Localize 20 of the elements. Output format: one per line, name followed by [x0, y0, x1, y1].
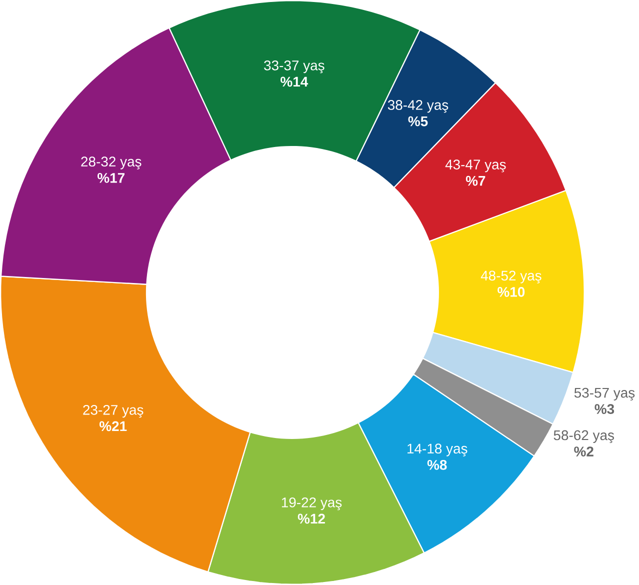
slice-label: 38-42 yaş [388, 100, 448, 113]
data-label: %14 [280, 76, 308, 87]
slice-label: 43-47 yaş [445, 160, 506, 172]
data-label: %3 [594, 404, 614, 414]
data-label: %2 [574, 446, 594, 456]
data-label: %5 [408, 116, 428, 126]
slice-label: 48-52 yaş [480, 270, 542, 284]
slice-label: 33-37 yaş [264, 60, 324, 74]
data-label: %21 [99, 421, 127, 432]
slice-label: 28-32 yaş [81, 156, 142, 170]
data-label: %12 [298, 514, 325, 524]
slice-label: 58-62 yaş [554, 430, 614, 444]
slice-label: 14-18 yaş [408, 444, 468, 456]
data-label: %10 [498, 287, 525, 297]
slice-label: 23-27 yaş [83, 405, 144, 418]
slice-label: 19-22 yaş [282, 498, 342, 510]
slice-label: 53-57 yaş [574, 388, 635, 401]
data-label: %7 [466, 176, 486, 186]
data-label: %17 [98, 173, 124, 183]
data-label: %8 [427, 460, 447, 470]
